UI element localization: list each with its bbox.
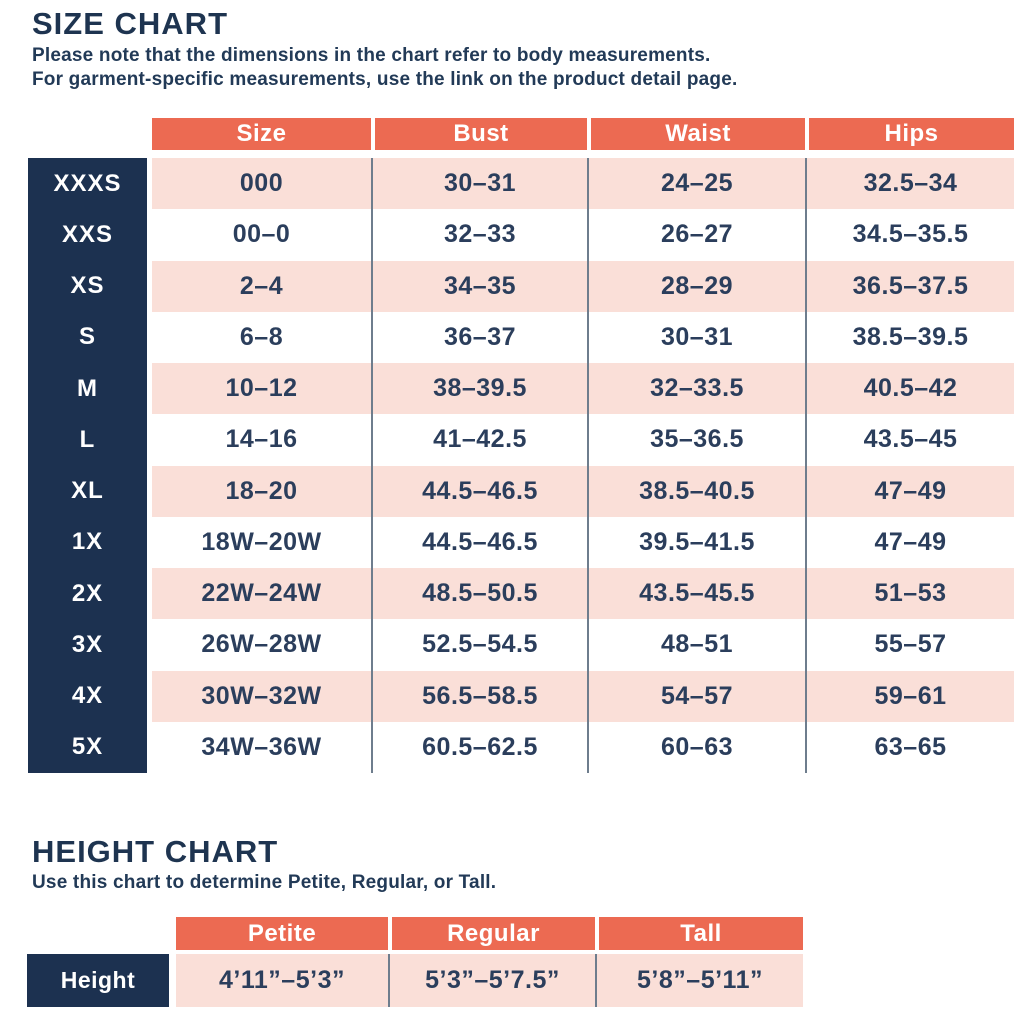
- height-table-row: 4’11”–5’3” 5’3”–5’7.5” 5’8”–5’11”: [176, 954, 803, 1007]
- table-cell: 39.5–41.5: [587, 516, 805, 568]
- table-cell: 48–51: [587, 619, 805, 671]
- table-row-5x: 34W–36W 60.5–62.5 60–63 63–65: [152, 721, 1014, 773]
- table-cell: 30W–32W: [201, 681, 322, 710]
- table-cell: 52.5–54.5: [371, 619, 587, 671]
- table-cell: 26W–28W: [201, 630, 322, 659]
- table-cell: 22W–24W: [201, 579, 322, 608]
- row-label-m: M: [77, 374, 98, 402]
- table-row-xl: 18–20 44.5–46.5 38.5–40.5 47–49: [152, 465, 1014, 517]
- table-row-xs: 2–4 34–35 28–29 36.5–37.5: [152, 260, 1014, 312]
- table-cell: 24–25: [587, 158, 805, 210]
- table-cell: 32–33: [371, 209, 587, 261]
- row-label-1x: 1X: [71, 528, 104, 556]
- table-cell: 14–16: [225, 425, 298, 454]
- size-row-label-column: XXXS XXS XS S M L XL 1X 2X 3X 4X 5X: [28, 158, 147, 773]
- table-cell: 00–0: [232, 220, 291, 249]
- row-label-xs: XS: [70, 272, 105, 300]
- size-chart-note-line2: For garment-specific measurements, use t…: [32, 69, 738, 90]
- table-row-s: 6–8 36–37 30–31 38.5–39.5: [152, 311, 1014, 363]
- height-cell-tall: 5’8”–5’11”: [595, 954, 803, 1007]
- table-cell: 28–29: [587, 260, 805, 312]
- height-chart-body: 4’11”–5’3” 5’3”–5’7.5” 5’8”–5’11”: [176, 954, 803, 1007]
- table-cell: 63–65: [805, 721, 1014, 773]
- table-cell: 38.5–40.5: [587, 465, 805, 517]
- column-header-waist: Waist: [587, 118, 805, 150]
- height-row-label: Height: [27, 954, 169, 1007]
- table-cell: 48.5–50.5: [371, 568, 587, 620]
- table-cell: 38–39.5: [371, 363, 587, 415]
- table-cell: 51–53: [805, 568, 1014, 620]
- height-cell-regular: 5’3”–5’7.5”: [388, 954, 595, 1007]
- row-label-5x: 5X: [71, 733, 104, 761]
- table-cell: 32–33.5: [587, 363, 805, 415]
- table-cell: 43.5–45: [805, 414, 1014, 466]
- table-cell: 56.5–58.5: [371, 670, 587, 722]
- table-cell: 2–4: [239, 271, 284, 300]
- row-label-4x: 4X: [71, 682, 104, 710]
- table-cell: 43.5–45.5: [587, 568, 805, 620]
- table-row-l: 14–16 41–42.5 35–36.5 43.5–45: [152, 414, 1014, 466]
- size-chart-title: SIZE CHART: [32, 6, 228, 41]
- table-row-1x: 18W–20W 44.5–46.5 39.5–41.5 47–49: [152, 516, 1014, 568]
- column-header-petite: Petite: [176, 917, 388, 950]
- table-row-2x: 22W–24W 48.5–50.5 43.5–45.5 51–53: [152, 568, 1014, 620]
- table-cell: 36–37: [371, 311, 587, 363]
- table-cell: 30–31: [587, 311, 805, 363]
- row-label-s: S: [78, 323, 96, 351]
- column-header-regular: Regular: [388, 917, 595, 950]
- table-cell: 38.5–39.5: [805, 311, 1014, 363]
- height-chart-title: HEIGHT CHART: [32, 834, 279, 869]
- height-chart-table: Petite Regular Tall 4’11”–5’3” 5’3”–5’7.…: [176, 917, 803, 1007]
- size-chart-note-line1: Please note that the dimensions in the c…: [32, 45, 711, 66]
- height-chart-header-row: Petite Regular Tall: [176, 917, 803, 950]
- table-cell: 60–63: [587, 721, 805, 773]
- row-label-2x: 2X: [71, 579, 104, 607]
- size-chart-header-row: Size Bust Waist Hips: [152, 118, 1014, 150]
- table-cell: 59–61: [805, 670, 1014, 722]
- column-header-hips: Hips: [805, 118, 1014, 150]
- column-header-tall: Tall: [595, 917, 803, 950]
- table-row-4x: 30W–32W 56.5–58.5 54–57 59–61: [152, 670, 1014, 722]
- table-cell: 60.5–62.5: [371, 721, 587, 773]
- table-cell: 44.5–46.5: [371, 465, 587, 517]
- table-cell: 18W–20W: [201, 527, 322, 556]
- table-cell: 34.5–35.5: [805, 209, 1014, 261]
- table-cell: 32.5–34: [805, 158, 1014, 210]
- table-row-xxxs: 000 30–31 24–25 32.5–34: [152, 158, 1014, 210]
- table-cell: 35–36.5: [587, 414, 805, 466]
- table-cell: 47–49: [805, 516, 1014, 568]
- size-chart-table: Size Bust Waist Hips 000 30–31 24–25 32.…: [152, 118, 1014, 773]
- table-cell: 26–27: [587, 209, 805, 261]
- table-cell: 36.5–37.5: [805, 260, 1014, 312]
- table-row-xxs: 00–0 32–33 26–27 34.5–35.5: [152, 209, 1014, 261]
- table-row-3x: 26W–28W 52.5–54.5 48–51 55–57: [152, 619, 1014, 671]
- table-cell: 18–20: [225, 476, 298, 505]
- table-cell: 34W–36W: [201, 732, 322, 761]
- row-label-l: L: [79, 425, 96, 453]
- table-cell: 6–8: [239, 322, 284, 351]
- table-cell: 30–31: [371, 158, 587, 210]
- table-cell: 34–35: [371, 260, 587, 312]
- table-cell: 44.5–46.5: [371, 516, 587, 568]
- row-label-xl: XL: [71, 477, 104, 505]
- table-row-m: 10–12 38–39.5 32–33.5 40.5–42: [152, 363, 1014, 415]
- column-header-size: Size: [152, 118, 371, 150]
- size-chart-body: 000 30–31 24–25 32.5–34 00–0 32–33 26–27…: [152, 158, 1014, 773]
- table-cell: 41–42.5: [371, 414, 587, 466]
- column-header-bust: Bust: [371, 118, 587, 150]
- table-cell: 10–12: [225, 374, 298, 403]
- row-label-xxs: XXS: [61, 220, 114, 248]
- table-cell: 000: [239, 169, 284, 198]
- table-cell: 40.5–42: [805, 363, 1014, 415]
- height-cell-petite: 4’11”–5’3”: [219, 966, 345, 994]
- table-cell: 54–57: [587, 670, 805, 722]
- row-label-xxxs: XXXS: [53, 169, 122, 197]
- row-label-3x: 3X: [71, 630, 104, 658]
- table-cell: 47–49: [805, 465, 1014, 517]
- height-chart-note: Use this chart to determine Petite, Regu…: [32, 872, 497, 893]
- table-cell: 55–57: [805, 619, 1014, 671]
